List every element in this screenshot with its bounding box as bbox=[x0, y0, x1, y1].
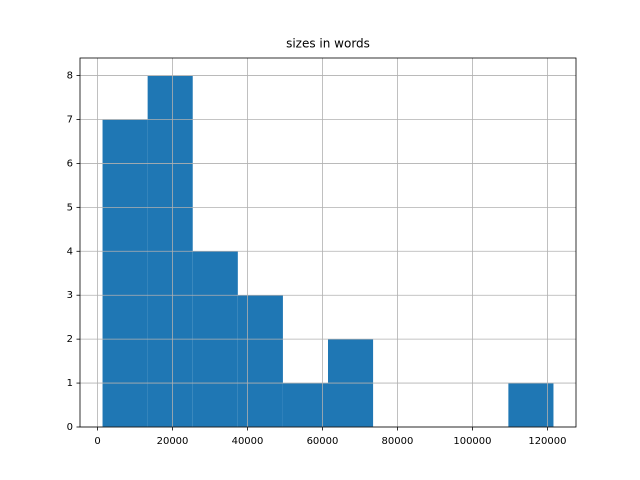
y-tick-label: 4 bbox=[67, 246, 73, 257]
chart-title: sizes in words bbox=[286, 37, 370, 51]
y-tick-label: 2 bbox=[67, 334, 73, 345]
x-tick-label: 120000 bbox=[528, 436, 566, 447]
y-tick-label: 8 bbox=[67, 71, 73, 82]
y-tick-label: 1 bbox=[67, 378, 73, 389]
x-tick-label: 100000 bbox=[453, 436, 491, 447]
x-tick-label: 40000 bbox=[232, 436, 264, 447]
plot-frame bbox=[79, 57, 577, 428]
y-tick-label: 3 bbox=[67, 290, 73, 301]
y-tick-label: 5 bbox=[67, 202, 73, 213]
bar bbox=[508, 383, 554, 427]
bar bbox=[102, 119, 148, 427]
x-tick-label: 80000 bbox=[382, 436, 414, 447]
x-tick-label: 60000 bbox=[307, 436, 339, 447]
y-tick-label: 0 bbox=[67, 422, 73, 433]
x-tick-label: 0 bbox=[94, 436, 100, 447]
y-tick-label: 7 bbox=[67, 115, 73, 126]
bar bbox=[282, 383, 329, 427]
bar bbox=[237, 295, 283, 427]
y-tick-label: 6 bbox=[67, 158, 73, 169]
x-tick-label: 20000 bbox=[157, 436, 189, 447]
